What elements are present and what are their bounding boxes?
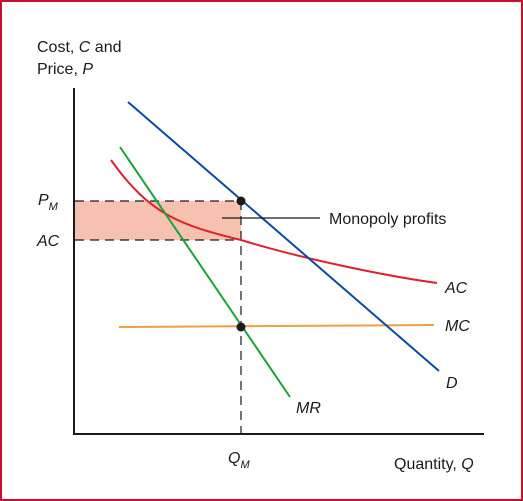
mr-curve: [119, 146, 291, 398]
y-axis-label-line2: Price, P: [37, 61, 93, 78]
x-axis-label: Quantity, Q: [394, 456, 474, 473]
pm-tick-label: PM: [38, 192, 59, 213]
ac-curve-label: AC: [444, 280, 468, 297]
pm-tick-subscript: M: [49, 201, 59, 213]
y-axis-label-line1: Cost, C and: [37, 39, 122, 56]
qm-tick-label: QM: [228, 450, 250, 471]
demand-curve-label: D: [446, 375, 458, 392]
mr-curve-label: MR: [296, 400, 321, 417]
x-axis-label-q: Q: [461, 456, 473, 473]
y-axis-label-and: and: [90, 39, 121, 56]
monopoly-price-point: [236, 196, 246, 206]
mc-curve: [118, 324, 435, 328]
monopoly-profits-annotation: Monopoly profits: [329, 211, 446, 228]
ac-curve: [110, 159, 438, 284]
qm-tick-subscript: M: [240, 459, 250, 471]
mc-curve-label: MC: [445, 318, 470, 335]
y-axis-label-c: C: [79, 39, 91, 56]
y-axis-label-p: P: [82, 61, 93, 78]
demand-curve: [127, 101, 440, 372]
ac-tick-label: AC: [36, 233, 60, 250]
mr-mc-intersection-point: [236, 322, 246, 332]
